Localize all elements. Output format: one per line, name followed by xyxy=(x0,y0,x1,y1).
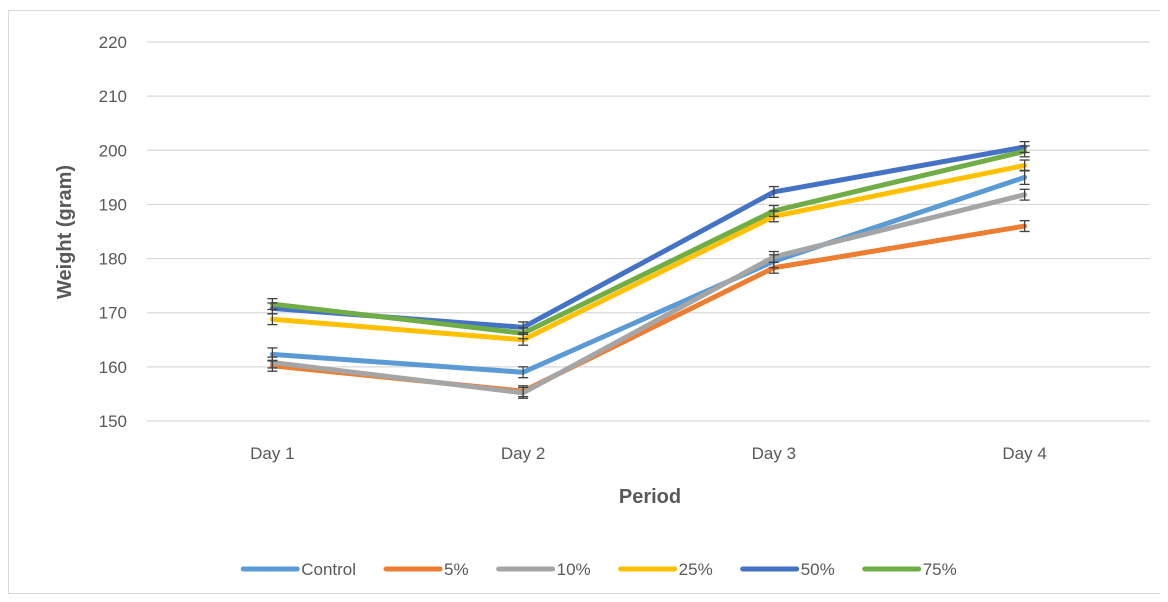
legend-item-10%: 10% xyxy=(496,560,591,579)
error-bar xyxy=(768,185,779,199)
legend-label: 25% xyxy=(679,560,713,579)
y-tick-label: 170 xyxy=(99,304,127,323)
error-bar xyxy=(518,386,529,399)
legend-item-75%: 75% xyxy=(862,560,957,579)
y-axis-ticks: 150 160 170 180 190 200 210 220 xyxy=(99,33,127,431)
y-tick-label: 150 xyxy=(99,412,127,431)
y-tick-label: 160 xyxy=(99,358,127,377)
series-line-25% xyxy=(269,162,1028,343)
x-tick-label: Day 1 xyxy=(250,444,294,463)
error-bar xyxy=(1019,188,1030,201)
series-line-10% xyxy=(269,192,1028,396)
legend-item-25%: 25% xyxy=(618,560,713,579)
error-bar xyxy=(1019,159,1030,172)
series-line-50% xyxy=(269,144,1028,330)
legend-item-50%: 50% xyxy=(740,560,835,579)
error-bar xyxy=(1019,220,1030,233)
y-tick-label: 180 xyxy=(99,250,127,269)
y-tick-label: 210 xyxy=(99,87,127,106)
legend: Control 5% 10% 25% 50% 75% xyxy=(240,560,957,579)
error-bar xyxy=(768,250,779,264)
legend-label: 5% xyxy=(444,560,469,579)
y-axis-title: Weight (gram) xyxy=(54,165,76,299)
series-lines xyxy=(267,140,1030,399)
legend-item-5%: 5% xyxy=(383,560,469,579)
error-bar xyxy=(1019,145,1030,158)
error-bar xyxy=(267,297,278,311)
legend-label: 75% xyxy=(923,560,957,579)
series-line-Control xyxy=(269,174,1028,375)
y-tick-label: 200 xyxy=(99,141,127,160)
legend-label: 50% xyxy=(801,560,835,579)
error-bar xyxy=(518,327,529,340)
x-tick-label: Day 4 xyxy=(1002,444,1046,463)
series-line-75% xyxy=(269,148,1028,336)
x-axis-ticks: Day 1 Day 2 Day 3 Day 4 xyxy=(250,444,1047,463)
x-tick-label: Day 2 xyxy=(501,444,545,463)
y-tick-label: 190 xyxy=(99,195,127,214)
error-bar xyxy=(518,366,529,379)
error-bar xyxy=(768,204,779,217)
x-axis-title: Period xyxy=(619,486,681,508)
chart-frame xyxy=(8,10,1160,594)
legend-item-Control: Control xyxy=(240,560,356,579)
error-bar xyxy=(267,356,278,369)
legend-label: 10% xyxy=(557,560,591,579)
x-tick-label: Day 3 xyxy=(752,444,796,463)
y-tick-label: 220 xyxy=(99,33,127,52)
legend-label: Control xyxy=(301,560,356,579)
